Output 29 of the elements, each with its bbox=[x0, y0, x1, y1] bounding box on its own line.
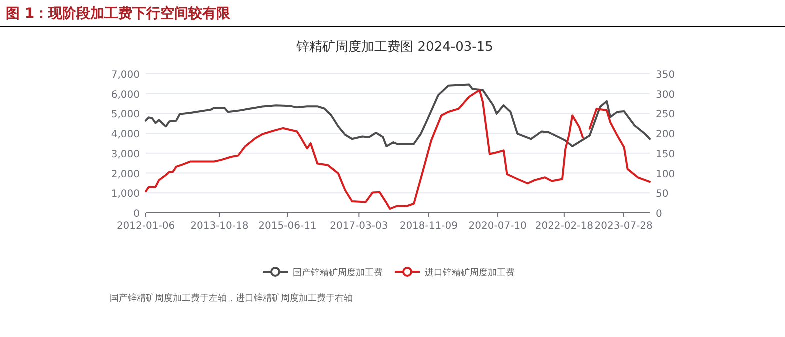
x-tick-label: 2017-03-03 bbox=[330, 221, 388, 232]
y-tick-label: 0 bbox=[134, 209, 140, 220]
y2-tick-label: 100 bbox=[656, 169, 676, 180]
legend-label: 国产锌精矿周度加工费 bbox=[293, 268, 383, 278]
annotation: 国产锌精矿周度加工费于左轴，进口锌精矿周度加工费于右轴 bbox=[110, 294, 353, 304]
x-tick-label: 2020-07-10 bbox=[468, 221, 527, 232]
y2-tick-label: 200 bbox=[656, 130, 676, 141]
y2-tick-label: 50 bbox=[656, 189, 669, 200]
subtitle: 锌精矿周度加工费图 2024-03-15 bbox=[296, 40, 494, 55]
y2-tick-label: 250 bbox=[656, 110, 676, 121]
x-tick-label: 2015-06-11 bbox=[258, 221, 317, 232]
y2-tick-label: 150 bbox=[656, 149, 676, 160]
y-tick-label: 7,000 bbox=[111, 70, 140, 81]
x-tick-label: 2023-07-28 bbox=[594, 221, 653, 232]
y2-tick-label: 0 bbox=[656, 209, 662, 220]
y-tick-label: 3,000 bbox=[111, 149, 140, 160]
y-tick-label: 2,000 bbox=[111, 169, 140, 180]
title: 图 1：现阶段加工费下行空间较有限 bbox=[6, 6, 231, 22]
x-tick-label: 2018-11-09 bbox=[400, 221, 458, 232]
x-tick-label: 2013-10-18 bbox=[190, 221, 249, 232]
x-tick-label: 2022-02-18 bbox=[535, 221, 594, 232]
x-tick-label: 2012-01-06 bbox=[116, 221, 176, 232]
y-tick-label: 1,000 bbox=[111, 189, 140, 200]
y-tick-label: 4,000 bbox=[111, 130, 140, 141]
y2-tick-label: 350 bbox=[656, 70, 676, 81]
y-tick-label: 5,000 bbox=[111, 110, 140, 121]
y2-tick-label: 300 bbox=[656, 90, 676, 101]
legend-label: 进口锌精矿周度加工费 bbox=[425, 268, 515, 278]
y-tick-label: 6,000 bbox=[111, 90, 140, 101]
